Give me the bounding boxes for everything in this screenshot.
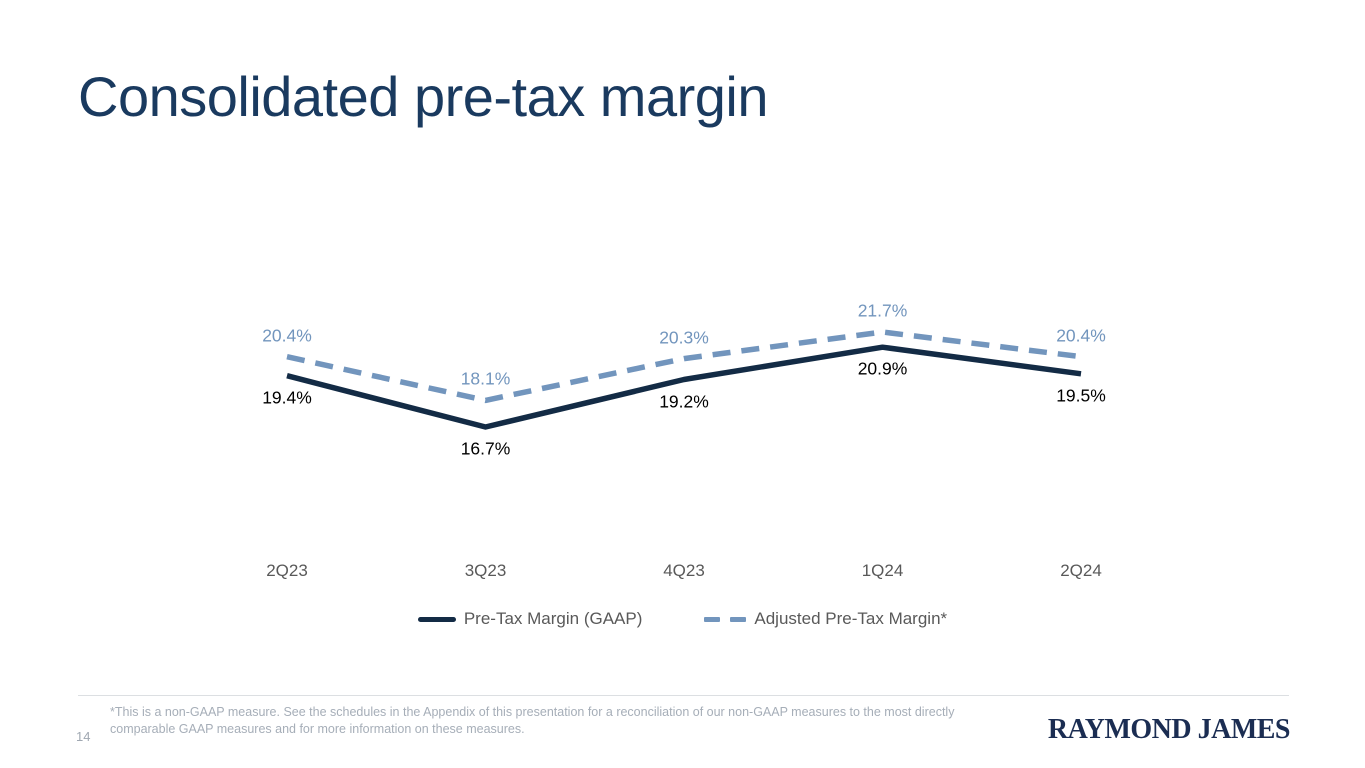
adjusted-dashed-line-swatch (704, 616, 747, 622)
legend-item-gaap: Pre-Tax Margin (GAAP) (417, 609, 643, 629)
gaap-margin-line (286, 344, 1082, 430)
page-title: Consolidated pre-tax margin (78, 65, 768, 128)
footer-divider (78, 695, 1289, 696)
legend-label-gaap: Pre-Tax Margin (GAAP) (463, 609, 643, 628)
x-axis-label: 3Q23 (464, 561, 507, 580)
data-label-adjusted: 20.3% (659, 327, 709, 348)
data-label-gaap: 19.2% (659, 391, 709, 411)
footnote-text: *This is a non-GAAP measure. See the sch… (110, 705, 955, 736)
legend-item-adjusted: Adjusted Pre-Tax Margin* (704, 609, 947, 629)
gaap-solid-line-swatch (417, 616, 456, 622)
data-label-gaap: 16.7% (460, 438, 511, 459)
data-label-adjusted: 21.7% (857, 300, 908, 321)
data-label-gaap: 20.9% (857, 358, 908, 379)
data-label-gaap: 19.4% (262, 387, 312, 408)
x-axis-label: 4Q23 (663, 561, 705, 580)
adjusted-margin-line (286, 329, 1082, 404)
page-number: 14 (76, 729, 91, 744)
x-axis-label: 2Q23 (266, 561, 308, 580)
data-label-gaap: 19.5% (1056, 385, 1106, 406)
data-label-adjusted: 18.1% (460, 368, 511, 389)
data-label-adjusted: 20.4% (1056, 325, 1106, 346)
data-label-adjusted: 20.4% (262, 325, 312, 346)
x-axis-label: 1Q24 (861, 561, 904, 580)
chart-legend: Pre-Tax Margin (GAAP) Adjusted Pre-Tax M… (0, 609, 1365, 629)
raymond-james-logo: RAYMOND JAMES (1047, 714, 1291, 745)
legend-label-adjusted: Adjusted Pre-Tax Margin* (754, 609, 948, 628)
x-axis-label: 2Q24 (1060, 561, 1102, 580)
